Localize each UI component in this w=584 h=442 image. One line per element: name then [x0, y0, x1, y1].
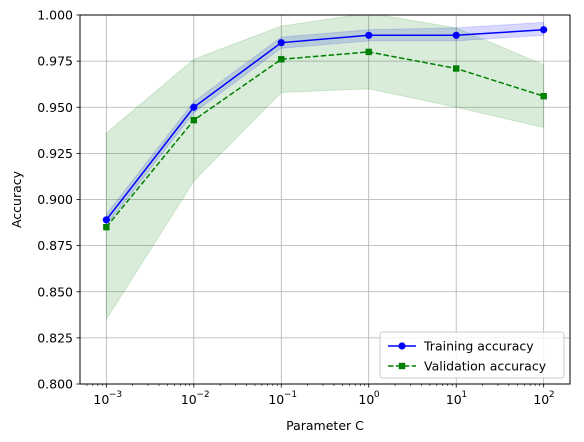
- x-tick-label: 10 −1: [268, 390, 297, 407]
- legend-marker: [398, 342, 406, 350]
- x-tick-base: 10: [358, 392, 374, 407]
- x-tick-label: 10 1: [446, 390, 467, 407]
- data-point: [278, 56, 285, 63]
- y-tick-label: 0.850: [37, 284, 73, 299]
- data-point: [540, 92, 547, 100]
- x-tick-label: 10 2: [533, 390, 554, 407]
- series-line-1: [105, 51, 544, 228]
- legend-label: Training accuracy: [423, 339, 534, 354]
- data-point: [540, 26, 548, 34]
- x-axis-title: Parameter C: [286, 418, 364, 433]
- x-tick-base: 10: [268, 392, 284, 407]
- x-tick-label: 10 −3: [93, 390, 122, 407]
- x-tick-base: 10: [181, 392, 197, 407]
- data-point: [190, 116, 197, 124]
- x-tick-base: 10: [446, 392, 462, 407]
- data-point: [452, 31, 460, 39]
- data-point: [190, 103, 198, 111]
- y-tick-label: 0.875: [37, 238, 73, 253]
- y-axis-title: Accuracy: [9, 170, 24, 228]
- x-tick-exponent: 1: [461, 390, 467, 400]
- legend-box: [379, 331, 565, 379]
- data-point: [365, 31, 373, 39]
- axis-ticks: 0.800 0.825 0.850 0.875 0.900 0.925 0.950 0.975…: [37, 8, 554, 408]
- data-point: [103, 223, 110, 231]
- x-tick-exponent: −1: [284, 390, 297, 400]
- x-tick-base: 10: [93, 392, 109, 407]
- series-lines: [102, 26, 548, 231]
- x-tick-base: 10: [533, 392, 549, 407]
- x-tick-exponent: 2: [549, 390, 555, 400]
- y-tick-label: 0.950: [37, 100, 73, 115]
- data-point: [365, 48, 372, 56]
- data-point: [453, 65, 460, 72]
- legend-marker: [398, 362, 406, 370]
- y-tick-label: 0.975: [37, 54, 73, 69]
- y-tick-label: 0.825: [37, 330, 73, 345]
- legend: Training accuracy Validation accuracy: [379, 331, 565, 379]
- y-tick-label: 0.800: [37, 377, 73, 392]
- x-tick-label: 10 0: [358, 390, 380, 407]
- legend-label: Validation accuracy: [424, 359, 547, 374]
- x-tick-label: 10 −2: [181, 390, 210, 407]
- y-tick-label: 0.925: [37, 146, 73, 161]
- x-tick-exponent: −3: [109, 390, 122, 400]
- y-tick-label: 1.000: [37, 8, 73, 23]
- x-tick-exponent: 0: [374, 390, 380, 400]
- series-line-0: [105, 29, 544, 221]
- data-point: [277, 39, 285, 47]
- data-point: [102, 216, 110, 224]
- band-0: [105, 21, 545, 227]
- y-tick-label: 0.900: [37, 192, 73, 207]
- x-tick-exponent: −2: [196, 390, 209, 400]
